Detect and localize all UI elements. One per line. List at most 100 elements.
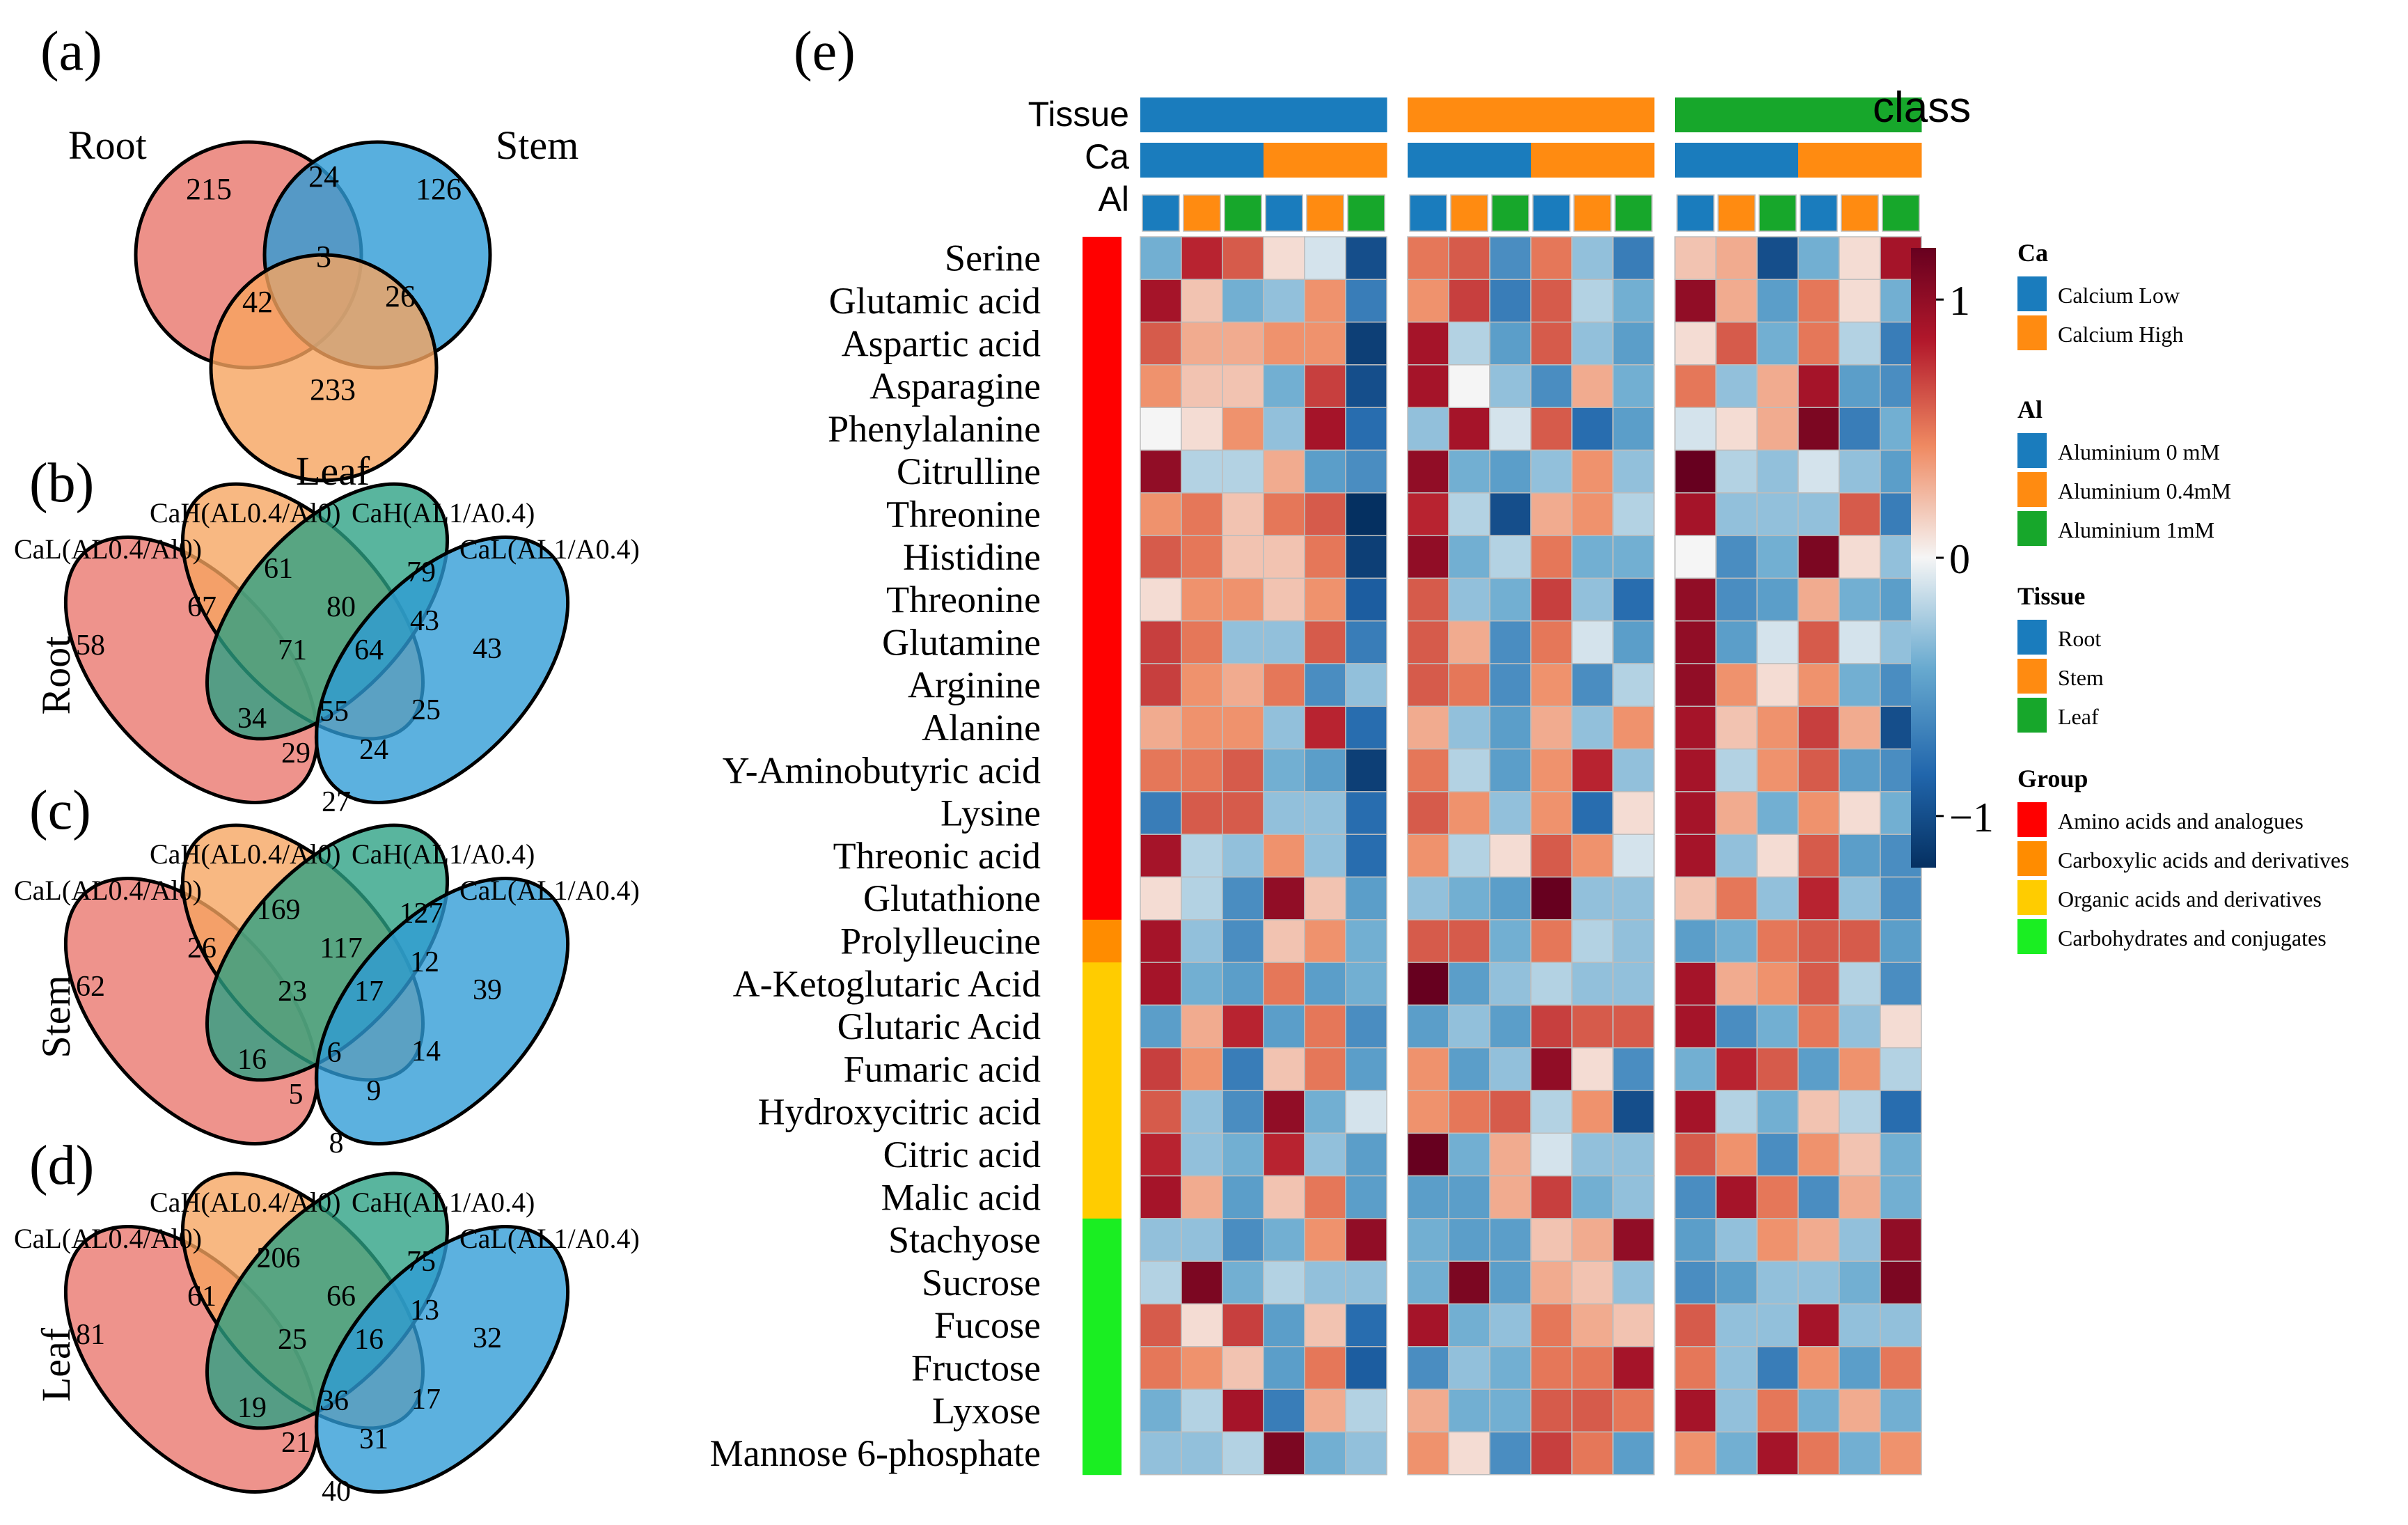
heatmap-cell-r1-c6: [1407, 279, 1449, 323]
heatmap-cell-r6-c3: [1263, 492, 1305, 536]
heatmap-cell-r16-c7: [1448, 919, 1490, 963]
heatmap-cell-r10-c0: [1140, 663, 1182, 707]
heatmap-cell-r15-c12: [1674, 876, 1717, 921]
annot-tissue-c5: [1346, 97, 1387, 132]
heatmap-cell-r24-c11: [1612, 1260, 1655, 1305]
heatmap-cell-r2-c15: [1797, 321, 1840, 366]
heatmap-cell-r19-c12: [1674, 1047, 1717, 1091]
heatmap-cell-r24-c8: [1489, 1260, 1532, 1305]
heatmap-cell-r5-c4: [1304, 449, 1346, 494]
venn-a-root-label: Root: [68, 123, 147, 168]
heatmap-cell-r15-c15: [1797, 876, 1840, 921]
venn-set-label-1: CaH(AL0.4/Al0): [150, 497, 340, 529]
heatmap-cell-r5-c12: [1674, 449, 1717, 494]
heatmap-cell-r9-c9: [1530, 620, 1573, 664]
heatmap-cell-r13-c4: [1304, 791, 1346, 835]
heatmap-row-label-26: Fructose: [911, 1347, 1041, 1389]
legend-item-group-2: Organic acids and derivatives: [2058, 886, 2322, 912]
heatmap-cell-r4-c4: [1304, 407, 1346, 451]
heatmap-cell-r14-c2: [1222, 834, 1264, 878]
heatmap-cell-r4-c11: [1612, 407, 1655, 451]
venn-region-ABCD: 55: [320, 696, 349, 728]
heatmap-cell-r3-c10: [1571, 364, 1614, 408]
heatmap-cell-r26-c11: [1612, 1346, 1655, 1390]
heatmap-cell-r28-c1: [1181, 1431, 1223, 1476]
annot-al-c3: [1265, 194, 1303, 232]
heatmap-cell-r25-c13: [1715, 1303, 1758, 1347]
heatmap-row-label-17: A-Ketoglutaric Acid: [733, 963, 1041, 1005]
heatmap-cell-r20-c10: [1571, 1090, 1614, 1134]
heatmap-cell-r4-c16: [1839, 407, 1881, 451]
group-bar-r20: [1083, 1090, 1122, 1134]
heatmap-cell-r19-c1: [1181, 1047, 1223, 1091]
legend-title-group: Group: [2017, 765, 2088, 792]
heatmap-cell-r14-c9: [1530, 834, 1573, 878]
heatmap-row-label-13: Lysine: [941, 792, 1041, 834]
heatmap-cell-r18-c12: [1674, 1004, 1717, 1049]
panel-label-b: (b): [29, 453, 94, 514]
heatmap-cell-r26-c16: [1839, 1346, 1881, 1390]
heatmap-cell-r14-c8: [1489, 834, 1532, 878]
heatmap-cell-r7-c6: [1407, 535, 1449, 579]
legend-item-tissue-2: Leaf: [2058, 704, 2099, 729]
venn-region-D: 32: [473, 1322, 502, 1354]
venn-region-B: 169: [257, 894, 301, 926]
venn-4set-leaf: CaL(AL0.4/Al0) CaH(AL0.4/Al0) CaH(AL1/A0.4…: [14, 1171, 640, 1508]
heatmap-cell-r23-c10: [1571, 1218, 1614, 1262]
heatmap-cell-r6-c0: [1140, 492, 1182, 536]
heatmap-cell-r8-c12: [1674, 577, 1717, 622]
heatmap-cell-r20-c12: [1674, 1090, 1717, 1134]
heatmap-cell-r26-c10: [1571, 1346, 1614, 1390]
heatmap-cell-r3-c13: [1715, 364, 1758, 408]
heatmap-cell-r13-c13: [1715, 791, 1758, 835]
legend-swatch-tissue-2: [2017, 698, 2047, 733]
heatmap-cell-r11-c9: [1530, 705, 1573, 750]
heatmap-cell-r25-c2: [1222, 1303, 1264, 1347]
heatmap-cell-r22-c11: [1612, 1175, 1655, 1219]
venn-side-label: Leaf: [33, 1327, 79, 1402]
venn-set-label-0: CaL(AL0.4/Al0): [14, 533, 202, 565]
heatmap-cell-r24-c2: [1222, 1260, 1264, 1305]
heatmap-cell-r2-c7: [1448, 321, 1490, 366]
venn-side-label: Stem: [33, 975, 79, 1058]
venn-region-A: 58: [76, 629, 105, 662]
heatmap-cell-r11-c15: [1797, 705, 1840, 750]
annot-tissue-c8: [1490, 97, 1532, 132]
heatmap-cell-r17-c5: [1345, 962, 1387, 1006]
heatmap-cell-r5-c7: [1448, 449, 1490, 494]
heatmap-cell-r27-c17: [1880, 1389, 1922, 1433]
legends: Ca Calcium Low Calcium High Al Aluminium 0 m…: [2017, 239, 2350, 954]
venn-region-B: 61: [264, 553, 293, 585]
heatmap-cell-r22-c8: [1489, 1175, 1532, 1219]
heatmap-cell-r10-c7: [1448, 663, 1490, 707]
venn-a-root-leaf: 42: [242, 285, 273, 319]
heatmap-cell-r18-c15: [1797, 1004, 1840, 1049]
heatmap-cell-r11-c12: [1674, 705, 1717, 750]
heatmap-cell-r10-c13: [1715, 663, 1758, 707]
legend-item-ca-0: Calcium Low: [2058, 283, 2180, 308]
heatmap-cell-r21-c16: [1839, 1132, 1881, 1177]
heatmap-cell-r17-c9: [1530, 962, 1573, 1006]
heatmap-cell-r10-c16: [1839, 663, 1881, 707]
heatmap-cell-r16-c2: [1222, 919, 1264, 963]
heatmap-row-label-1: Glutamic acid: [829, 280, 1041, 322]
heatmap-cell-r15-c5: [1345, 876, 1387, 921]
heatmap-cell-r15-c4: [1304, 876, 1346, 921]
annot-tissue-c3: [1264, 97, 1305, 132]
heatmap-cell-r4-c15: [1797, 407, 1840, 451]
heatmap-cell-r6-c5: [1345, 492, 1387, 536]
heatmap-cell-r26-c17: [1880, 1346, 1922, 1390]
heatmap-cell-r26-c2: [1222, 1346, 1264, 1390]
annot-ca-c9: [1531, 143, 1573, 178]
venn-region-ACD: 21: [281, 1427, 310, 1459]
venn-region-BCD: 64: [354, 634, 384, 666]
annot-tissue-c10: [1572, 97, 1614, 132]
panel-label-a: (a): [40, 21, 102, 82]
heatmap-cell-r5-c14: [1756, 449, 1799, 494]
heatmap-cell-r1-c13: [1715, 279, 1758, 323]
heatmap-row-label-3: Asparagine: [869, 366, 1041, 407]
annot-tissue-c16: [1839, 97, 1881, 132]
heatmap-cell-r3-c4: [1304, 364, 1346, 408]
